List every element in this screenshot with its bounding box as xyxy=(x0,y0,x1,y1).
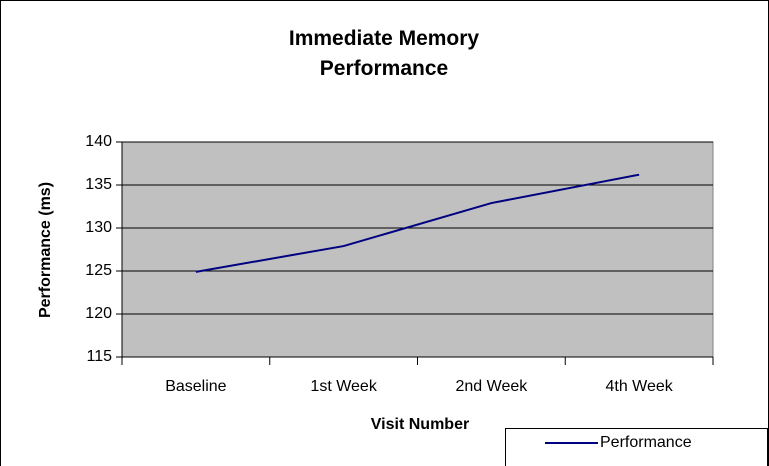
line-series xyxy=(195,173,640,273)
y-tick-label: 120 xyxy=(85,305,112,322)
x-axis-label: Visit Number xyxy=(371,416,469,433)
chart-title: Immediate Memory Performance xyxy=(288,27,480,80)
x-tick-label: 2nd Week xyxy=(456,378,529,395)
y-axis-label: Performance (ms) xyxy=(37,182,54,318)
y-tick-label: 135 xyxy=(85,176,112,193)
y-tick-label: 140 xyxy=(85,133,112,150)
plot-area xyxy=(121,141,714,358)
legend-label: Performance xyxy=(600,434,692,451)
x-tick-label: Baseline xyxy=(165,378,226,395)
y-tick-label: 115 xyxy=(86,348,112,365)
y-tick-label: 125 xyxy=(85,262,112,279)
x-tick-label: 4th Week xyxy=(605,378,673,395)
legend-box xyxy=(505,428,768,466)
x-tick-label: 1st Week xyxy=(310,378,377,395)
y-tick-label: 130 xyxy=(85,219,112,236)
